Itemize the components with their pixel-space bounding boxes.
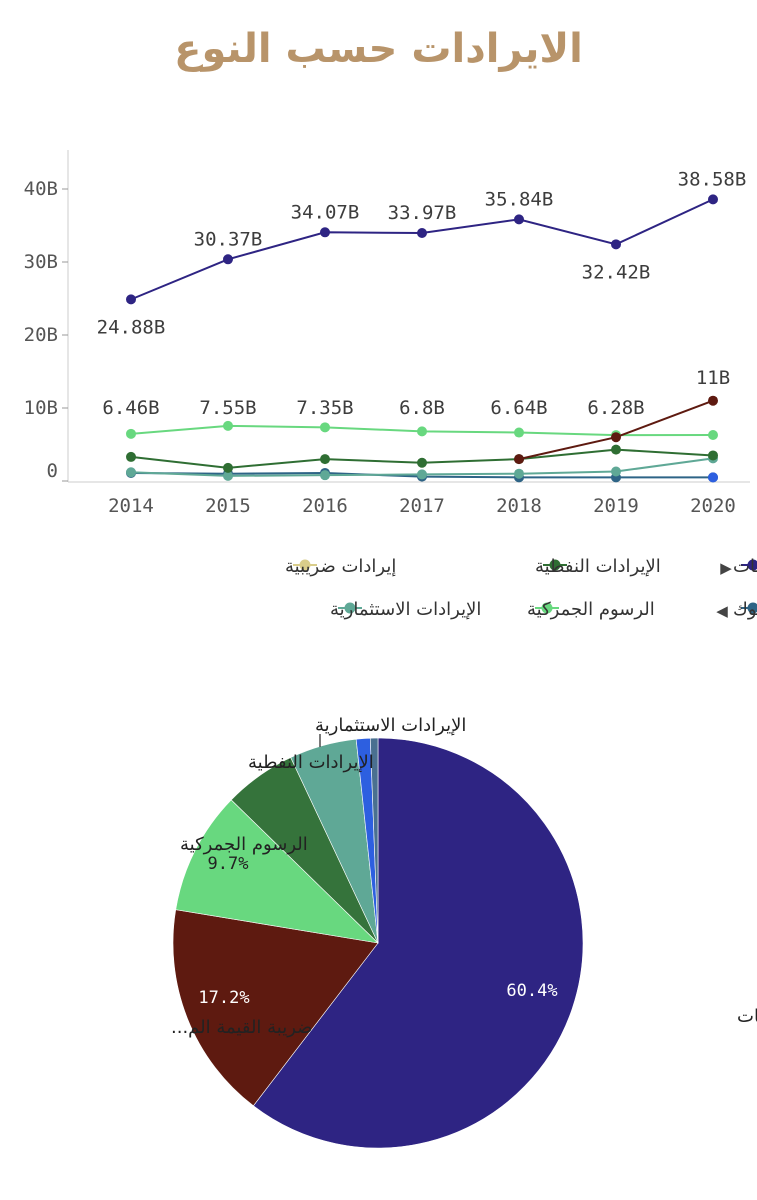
x-tick-label: 2019 bbox=[593, 495, 639, 517]
data-point[interactable] bbox=[514, 454, 524, 465]
x-tick-label: 2017 bbox=[399, 495, 445, 517]
data-point[interactable] bbox=[514, 427, 524, 438]
data-label: 32.42B bbox=[582, 261, 651, 283]
pie-slice-label: الإيرادات النفطية bbox=[248, 752, 374, 773]
x-tick-label: 2015 bbox=[205, 495, 251, 517]
legend-marker bbox=[747, 602, 757, 614]
x-tick-label: 2018 bbox=[496, 495, 542, 517]
y-tick-label: 40B bbox=[24, 178, 58, 200]
data-point[interactable] bbox=[417, 228, 427, 239]
data-point[interactable] bbox=[223, 470, 233, 481]
data-label: 6.8B bbox=[399, 397, 445, 419]
data-point[interactable] bbox=[126, 451, 136, 462]
data-point[interactable] bbox=[223, 254, 233, 265]
legend-item-label[interactable]: إيرادات ضريبية bbox=[285, 556, 396, 577]
pie-percent-label: 60.4% bbox=[506, 981, 557, 1001]
data-label: 6.64B bbox=[490, 397, 547, 419]
data-label: 6.28B bbox=[587, 397, 644, 419]
data-point[interactable] bbox=[126, 428, 136, 439]
pie-slice-label: ضريبة القيمة الم... bbox=[171, 1017, 312, 1038]
data-point[interactable] bbox=[514, 468, 524, 479]
data-label: 7.55B bbox=[199, 397, 256, 419]
data-point[interactable] bbox=[417, 469, 427, 480]
line-chart: 0 10B 20B 30B 40B 2014 2015 2016 2017 2018 2019 202… bbox=[24, 150, 750, 517]
data-point[interactable] bbox=[417, 426, 427, 437]
pie-slice-label: الرسوم الجمركية bbox=[180, 834, 308, 855]
page-title: الايرادات حسب النوع bbox=[174, 26, 583, 72]
y-tick-label: 10B bbox=[24, 397, 58, 419]
x-tick-label: 2014 bbox=[108, 495, 154, 517]
data-label: 11B bbox=[696, 367, 730, 389]
data-point[interactable] bbox=[320, 470, 330, 481]
data-label: 30.37B bbox=[194, 228, 263, 250]
y-tick-label: 30B bbox=[24, 251, 58, 273]
legend-marker bbox=[747, 559, 757, 571]
pie-slice-label: الإيرادات الاستثمارية bbox=[315, 715, 466, 736]
data-label: 7.35B bbox=[296, 397, 353, 419]
data-point[interactable] bbox=[514, 214, 524, 225]
legend-marker bbox=[541, 602, 553, 614]
data-point[interactable] bbox=[708, 430, 718, 441]
legend-marker bbox=[549, 559, 561, 571]
data-label: 24.88B bbox=[97, 316, 166, 338]
data-label: 33.97B bbox=[388, 202, 457, 224]
data-label: 38.58B bbox=[678, 168, 747, 190]
pie-slice[interactable] bbox=[252, 737, 584, 1149]
data-point[interactable] bbox=[708, 472, 718, 483]
pie-slice[interactable] bbox=[175, 799, 379, 944]
data-point[interactable] bbox=[126, 467, 136, 478]
legend-marker bbox=[299, 559, 311, 571]
data-point[interactable] bbox=[611, 466, 621, 477]
data-point[interactable] bbox=[320, 454, 330, 465]
legend-marker bbox=[344, 602, 356, 614]
data-label: 6.46B bbox=[102, 397, 159, 419]
pie-slice[interactable] bbox=[172, 909, 379, 1107]
legend-item-label[interactable]: وم والغرامات bbox=[733, 556, 757, 577]
data-point[interactable] bbox=[708, 194, 718, 205]
data-point[interactable] bbox=[126, 294, 136, 305]
data-point[interactable] bbox=[417, 457, 427, 468]
data-label: 35.84B bbox=[485, 188, 554, 210]
data-point[interactable] bbox=[320, 227, 330, 238]
legend-item-label[interactable]: سرائب البنوك bbox=[733, 599, 757, 620]
pie-percent-label: 17.2% bbox=[198, 988, 249, 1008]
data-point[interactable] bbox=[611, 239, 621, 250]
pie-slice-label: الرسوم والغرامات bbox=[737, 1006, 757, 1027]
pie-percent-label: 9.7% bbox=[208, 854, 249, 874]
data-point[interactable] bbox=[611, 432, 621, 443]
data-point[interactable] bbox=[223, 420, 233, 431]
legend-item-label[interactable]: الرسوم الجمركية bbox=[527, 599, 655, 620]
pie-chart: 60.4% 17.2% 9.7% الرسوم والغرامات ضريبة القي… bbox=[171, 715, 757, 1149]
legend-item-label[interactable]: الإيرادات النفطية bbox=[535, 556, 661, 577]
y-tick-label: 20B bbox=[24, 324, 58, 346]
legend-item-label[interactable]: الإيرادات الاستثمارية bbox=[330, 599, 481, 620]
data-label: 34.07B bbox=[291, 201, 360, 223]
data-point[interactable] bbox=[708, 395, 718, 406]
data-point[interactable] bbox=[223, 462, 233, 473]
legend-prev-arrow-icon[interactable]: ◀ bbox=[716, 602, 728, 620]
x-tick-label: 2016 bbox=[302, 495, 348, 517]
pie-slice[interactable] bbox=[369, 737, 379, 944]
data-point[interactable] bbox=[611, 444, 621, 455]
legend-next-arrow-icon[interactable]: ▶ bbox=[720, 559, 732, 577]
chart-legend: إيرادات ضريبية الإيرادات النفطية وم والغرا… bbox=[285, 556, 757, 620]
y-tick-label: 0 bbox=[47, 460, 58, 482]
data-point[interactable] bbox=[708, 450, 718, 461]
data-point[interactable] bbox=[320, 422, 330, 433]
x-tick-label: 2020 bbox=[690, 495, 736, 517]
